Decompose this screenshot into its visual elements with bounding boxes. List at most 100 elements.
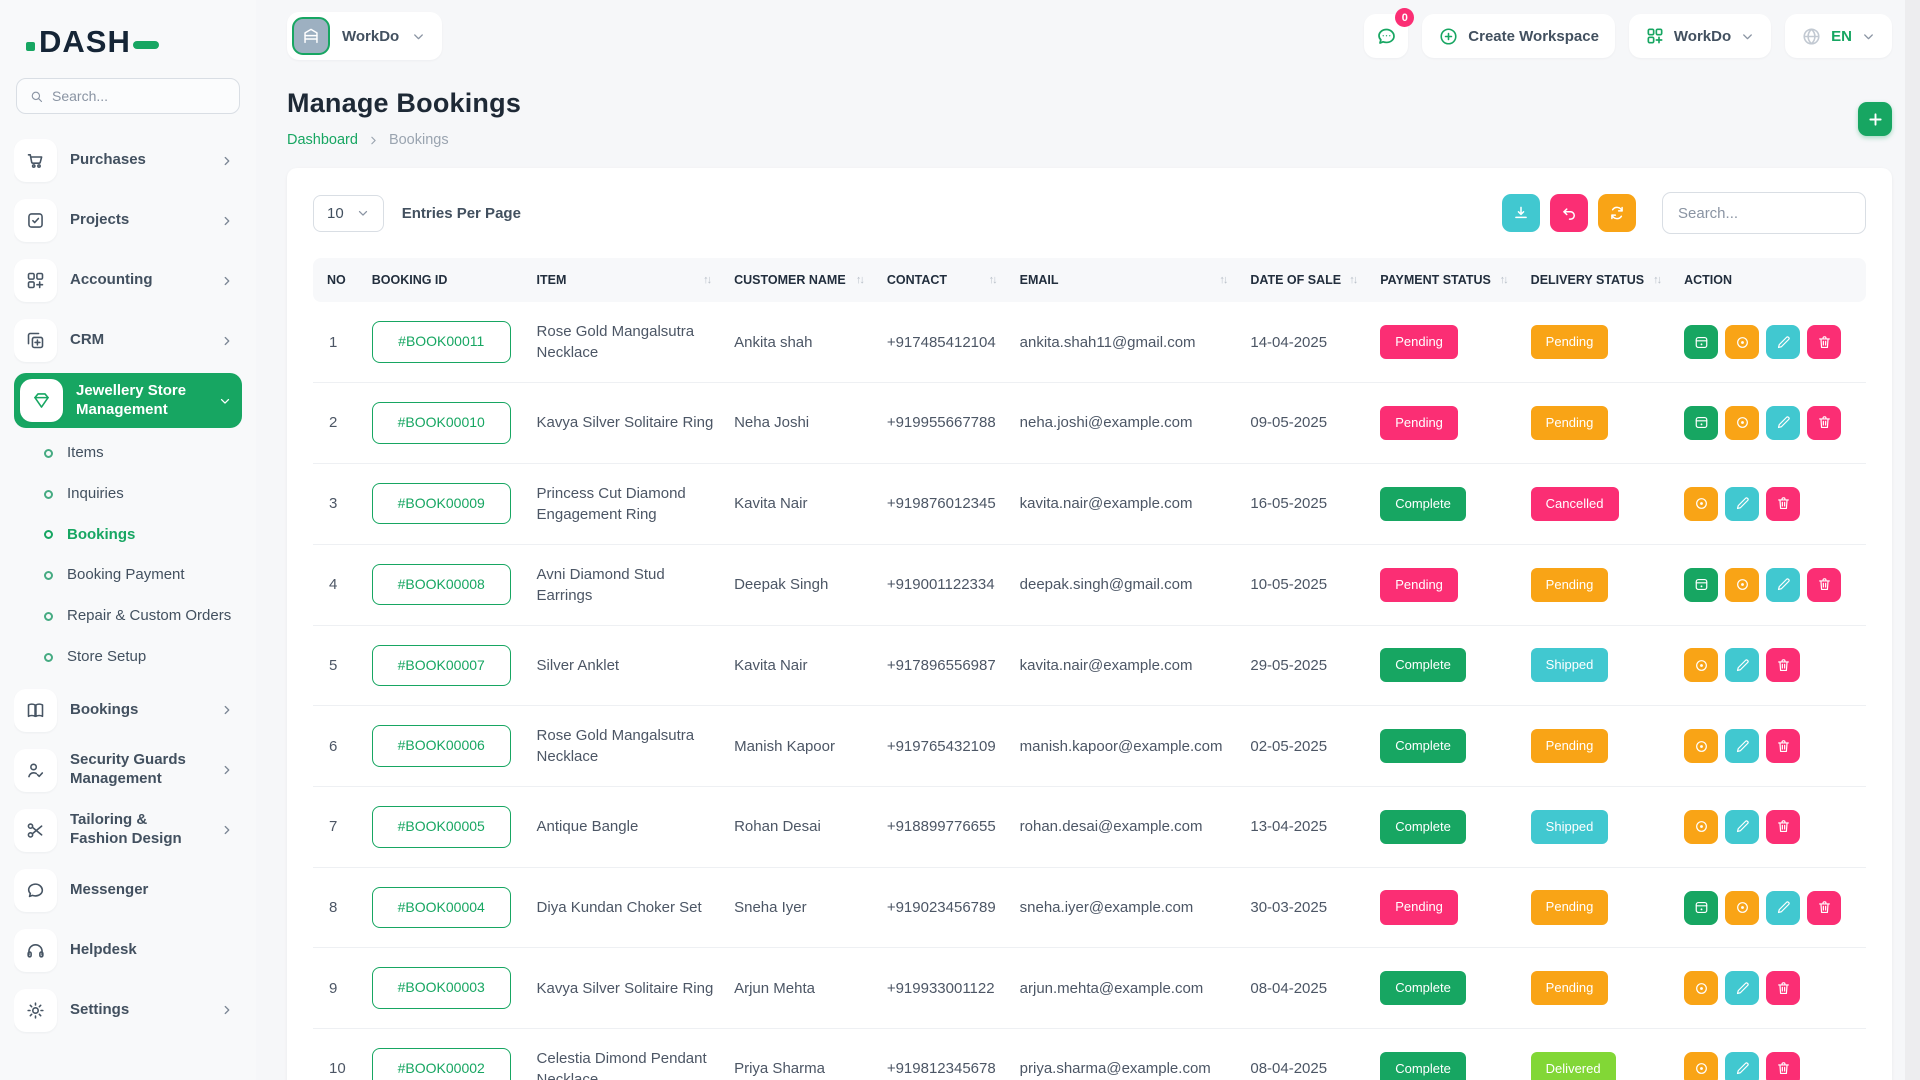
booking-id-chip[interactable]: #BOOK00002 [371,1048,511,1080]
sidebar-subitem-bookings[interactable]: Bookings [14,515,242,556]
sidebar-subitem-items[interactable]: Items [14,433,242,474]
sidebar-subitem-booking-payment[interactable]: Booking Payment [14,555,242,596]
column-header-delivery-status[interactable]: DELIVERY STATUS ↑↓ [1520,258,1675,302]
view-button[interactable] [1684,648,1719,683]
payment-button[interactable] [1684,890,1719,925]
table-search-input[interactable] [1662,192,1866,234]
sidebar-search-input[interactable] [52,88,227,104]
delete-button[interactable] [1766,648,1801,683]
view-button[interactable] [1684,486,1719,521]
booking-id-chip[interactable]: #BOOK00005 [371,806,511,848]
view-button[interactable] [1725,325,1760,359]
column-header-customer-name[interactable]: CUSTOMER NAME ↑↓ [724,258,877,302]
edit-button[interactable] [1725,648,1760,683]
breadcrumb-dashboard-link[interactable]: Dashboard [287,132,358,148]
column-header-date-of-sale[interactable]: DATE OF SALE ↑↓ [1240,258,1371,302]
cell-no: 6 [313,705,362,788]
sidebar-item-settings[interactable]: Settings [14,983,242,1038]
booking-id-chip[interactable]: #BOOK00007 [371,644,511,687]
sidebar-item-crm[interactable]: CRM [14,313,242,368]
delete-button[interactable] [1807,890,1842,925]
sidebar-item-tailoring-fashion-design[interactable]: Tailoring & Fashion Design [14,803,242,858]
language-selector[interactable]: EN [1785,14,1892,58]
delete-button[interactable] [1766,486,1801,521]
payment-button[interactable] [1684,567,1719,602]
sort-icon[interactable]: ↑↓ [1219,274,1228,286]
cell-no: 8 [313,867,362,949]
edit-button[interactable] [1766,890,1801,925]
sidebar-subitem-inquiries[interactable]: Inquiries [14,474,242,515]
cell-email: priya.sharma@example.com [1009,1028,1241,1080]
view-button[interactable] [1684,729,1719,764]
edit-button[interactable] [1725,809,1760,844]
sort-icon[interactable]: ↑↓ [855,274,865,286]
payment-status-badge: Pending [1380,324,1458,360]
edit-button[interactable] [1766,567,1801,602]
sort-icon[interactable]: ↑↓ [1653,274,1662,286]
sidebar-item-messenger[interactable]: Messenger [14,863,242,918]
sidebar-subitem-repair-custom-orders[interactable]: Repair & Custom Orders [14,596,242,637]
sort-icon[interactable]: ↑↓ [988,274,998,286]
chevron-right-icon [224,825,230,835]
payment-button[interactable] [1684,405,1719,440]
booking-id-chip[interactable]: #BOOK00011 [371,321,511,363]
workspace-switcher[interactable]: WorkDo [287,12,443,60]
sidebar-item-bookings[interactable]: Bookings [14,683,242,738]
export-button[interactable] [1502,194,1540,232]
booking-id-chip[interactable]: #BOOK00009 [371,482,511,525]
entries-per-page-select[interactable]: 10 [313,194,384,232]
delete-button[interactable] [1766,729,1801,764]
sort-icon[interactable]: ↑↓ [1499,274,1509,286]
column-label: BOOKING ID [371,273,448,287]
booking-id-chip[interactable]: #BOOK00008 [371,563,511,606]
sidebar-item-jewellery-store-management[interactable]: Jewellery Store Management [14,373,242,428]
view-button[interactable] [1725,890,1760,925]
booking-id-chip[interactable]: #BOOK00006 [371,725,511,767]
edit-button[interactable] [1766,325,1801,359]
delete-button[interactable] [1807,405,1842,440]
sidebar-subitem-store-setup[interactable]: Store Setup [14,637,242,678]
delete-button[interactable] [1766,1051,1801,1080]
delete-button[interactable] [1766,971,1801,1006]
column-header-payment-status[interactable]: PAYMENT STATUS ↑↓ [1370,258,1521,302]
app-switcher-button[interactable]: WorkDo [1628,14,1772,58]
column-header-item[interactable]: ITEM ↑↓ [526,258,725,302]
column-header-email[interactable]: EMAIL ↑↓ [1009,258,1241,302]
page-scrollbar[interactable] [1905,0,1920,1080]
payment-button[interactable] [1684,325,1719,359]
edit-button[interactable] [1766,405,1801,440]
sidebar-item-helpdesk[interactable]: Helpdesk [14,923,242,978]
view-button[interactable] [1725,567,1760,602]
create-workspace-button[interactable]: Create Workspace [1422,14,1615,58]
sort-icon[interactable]: ↑↓ [703,274,712,286]
eye-icon [1695,498,1707,510]
eye-icon [1695,740,1707,752]
sidebar-item-purchases[interactable]: Purchases [14,133,242,188]
messages-button[interactable]: 0 [1364,8,1415,58]
booking-id-chip[interactable]: #BOOK00010 [371,402,511,444]
add-booking-button[interactable] [1858,102,1892,136]
sidebar-subitem-label: Inquiries [67,484,124,502]
view-button[interactable] [1684,1051,1719,1080]
booking-id-chip[interactable]: #BOOK00004 [371,886,511,929]
delete-button[interactable] [1766,809,1801,844]
reload-button[interactable] [1598,194,1636,232]
edit-button[interactable] [1725,971,1760,1006]
delete-button[interactable] [1807,325,1842,359]
sidebar-item-projects[interactable]: Projects [14,193,242,248]
booking-id-chip[interactable]: #BOOK00003 [371,967,511,1009]
view-button[interactable] [1684,971,1719,1006]
edit-button[interactable] [1725,729,1760,764]
chevron-right-icon [224,1005,230,1015]
edit-button[interactable] [1725,1051,1760,1080]
view-button[interactable] [1684,809,1719,844]
sidebar-search[interactable] [16,78,240,114]
edit-button[interactable] [1725,486,1760,521]
column-header-contact[interactable]: CONTACT ↑↓ [876,258,1010,302]
sidebar-item-accounting[interactable]: Accounting [14,253,242,308]
sort-icon[interactable]: ↑↓ [1349,274,1358,286]
delete-button[interactable] [1807,567,1842,602]
view-button[interactable] [1725,405,1760,440]
sidebar-item-security-guards-management[interactable]: Security Guards Management [14,743,242,798]
reset-button[interactable] [1550,194,1588,232]
